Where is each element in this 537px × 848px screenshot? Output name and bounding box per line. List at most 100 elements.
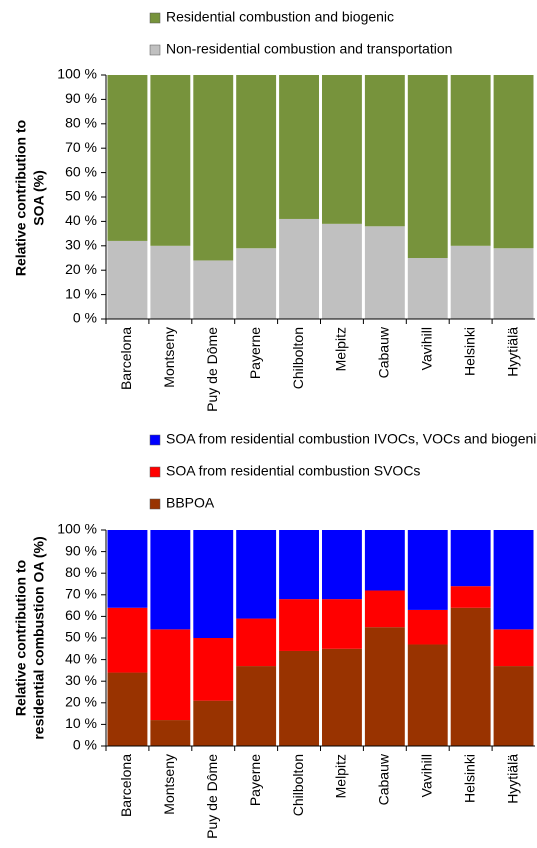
bar-segment [150, 720, 191, 746]
bar-segment [236, 75, 277, 249]
y-tick-label: 80 % [65, 115, 97, 131]
y-tick-label: 50 % [65, 188, 97, 204]
legend-swatch [149, 466, 161, 478]
y-tick-label: 100 % [57, 521, 97, 537]
bar-segment [107, 240, 148, 319]
bar-segment [450, 245, 491, 319]
y-tick-label: 10 % [65, 285, 97, 301]
bar-segment [150, 75, 191, 246]
x-tick-label: Helsinki [461, 327, 477, 376]
y-axis-label: Relative contribution to [13, 560, 29, 716]
bar-segment [407, 75, 448, 258]
bar-segment [450, 530, 491, 587]
bar-segment [364, 226, 405, 319]
bar-segment [107, 530, 148, 608]
legend-label: Non-residential combustion and transport… [166, 41, 452, 57]
bar-segment [407, 609, 448, 645]
legend-label: BBPOA [166, 495, 215, 511]
bar-segment [236, 248, 277, 319]
bar-segment [322, 223, 362, 319]
bar-segment [407, 644, 448, 746]
bar-segment [364, 627, 405, 746]
bar-segment [322, 75, 362, 224]
y-tick-label: 0 % [73, 310, 97, 326]
y-tick-label: 40 % [65, 212, 97, 228]
bar-segment [193, 700, 234, 746]
legend-label: Residential combustion and biogenic [166, 9, 394, 25]
x-tick-label: Melpitz [333, 327, 349, 371]
y-axis-label: residential combustion OA (%) [31, 536, 47, 739]
legend-swatch [149, 12, 161, 24]
y-tick-label: 90 % [65, 542, 97, 558]
y-tick-label: 50 % [65, 629, 97, 645]
legend-swatch [149, 498, 161, 510]
bar-segment [493, 629, 534, 667]
x-tick-label: Hyytiälä [504, 327, 520, 377]
y-tick-label: 70 % [65, 139, 97, 155]
bar-segment [279, 530, 319, 600]
bar-segment [279, 650, 319, 746]
bar-segment [193, 638, 234, 701]
x-tick-label: Barcelona [118, 754, 134, 817]
x-tick-label: Barcelona [118, 327, 134, 390]
bar-segment [150, 245, 191, 319]
bar-segment [150, 629, 191, 721]
x-tick-label: Montseny [161, 754, 177, 815]
bar-segment [279, 599, 319, 651]
x-tick-label: Melpitz [333, 754, 349, 798]
x-tick-label: Cabauw [376, 326, 392, 378]
bar-segment [236, 530, 277, 619]
bar-segment [107, 607, 148, 673]
x-tick-label: Helsinki [461, 754, 477, 803]
legend-label: SOA from residential combustion IVOCs, V… [166, 431, 537, 447]
bar-segment [450, 75, 491, 246]
bar-segment [364, 590, 405, 628]
y-axis-label: Relative contribution to [13, 120, 29, 276]
bar-segment [107, 75, 148, 241]
y-tick-label: 30 % [65, 237, 97, 253]
x-tick-label: Hyytiälä [504, 754, 520, 804]
bar-segment [322, 530, 362, 600]
y-tick-label: 100 % [57, 66, 97, 82]
bar-segment [322, 599, 362, 649]
y-tick-label: 60 % [65, 607, 97, 623]
x-tick-label: Montseny [161, 327, 177, 388]
x-tick-label: Chilbolton [290, 327, 306, 389]
bar-segment [279, 75, 319, 219]
bar-segment [193, 260, 234, 319]
bar-segment [236, 666, 277, 746]
bar-segment [322, 648, 362, 746]
y-tick-label: 30 % [65, 672, 97, 688]
bar-segment [407, 530, 448, 610]
x-tick-label: Cabauw [376, 753, 392, 805]
y-axis-label: SOA (%) [31, 170, 47, 225]
y-tick-label: 10 % [65, 715, 97, 731]
bar-segment [493, 666, 534, 746]
bar-segment [450, 586, 491, 608]
bar-segment [364, 75, 405, 227]
bar-segment [493, 530, 534, 630]
bar-segment [279, 218, 319, 319]
bar-segment [150, 530, 191, 630]
bar-segment [493, 248, 534, 319]
x-tick-label: Payerne [247, 754, 263, 806]
legend-swatch [149, 434, 161, 446]
bar-segment [107, 672, 148, 746]
x-tick-label: Vavihill [418, 754, 434, 797]
legend-swatch [149, 44, 161, 56]
x-tick-label: Puy de Dôme [204, 754, 220, 839]
y-tick-label: 20 % [65, 694, 97, 710]
legend-label: SOA from residential combustion SVOCs [166, 463, 420, 479]
y-tick-label: 0 % [73, 737, 97, 753]
bar-segment [450, 607, 491, 746]
y-tick-label: 90 % [65, 90, 97, 106]
x-tick-label: Puy de Dôme [204, 327, 220, 412]
x-tick-label: Vavihill [418, 327, 434, 370]
x-tick-label: Payerne [247, 327, 263, 379]
bar-segment [236, 618, 277, 667]
bar-segment [493, 75, 534, 249]
y-tick-label: 60 % [65, 163, 97, 179]
y-tick-label: 70 % [65, 586, 97, 602]
y-tick-label: 80 % [65, 564, 97, 580]
